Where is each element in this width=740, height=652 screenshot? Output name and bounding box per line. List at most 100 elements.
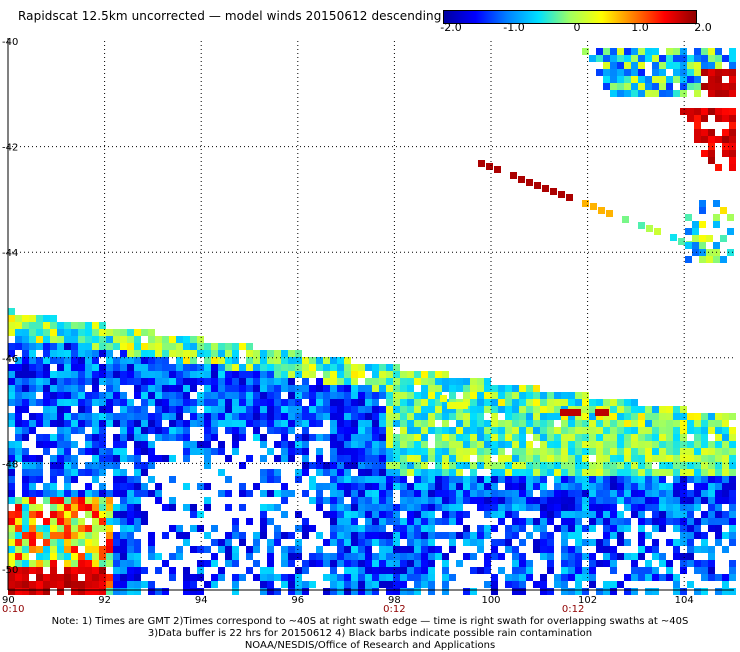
wind-cell — [64, 399, 71, 406]
wind-cell — [449, 462, 456, 469]
wind-cell — [176, 357, 183, 364]
wind-cell — [106, 574, 113, 581]
wind-cell — [386, 448, 393, 455]
wind-cell — [379, 490, 386, 497]
wind-cell — [99, 518, 106, 525]
wind-cell — [505, 525, 512, 532]
wind-cell — [722, 588, 729, 595]
wind-cell — [36, 560, 43, 567]
wind-cell — [729, 55, 736, 62]
wind-cell — [701, 546, 708, 553]
wind-cell — [505, 546, 512, 553]
wind-cell — [134, 483, 141, 490]
wind-cell — [85, 371, 92, 378]
wind-cell — [155, 455, 162, 462]
wind-cell — [351, 483, 358, 490]
wind-cell — [232, 343, 239, 350]
wind-cell — [99, 378, 106, 385]
wind-cell — [470, 497, 477, 504]
wind-cell — [190, 357, 197, 364]
wind-cell — [246, 378, 253, 385]
wind-cell — [561, 413, 568, 420]
wind-cell — [470, 399, 477, 406]
wind-cell — [120, 329, 127, 336]
wind-cell — [477, 448, 484, 455]
wind-cell — [50, 581, 57, 588]
wind-cell — [78, 567, 85, 574]
wind-cell — [407, 553, 414, 560]
wind-cell — [533, 504, 540, 511]
wind-cell — [365, 546, 372, 553]
wind-cell — [533, 546, 540, 553]
wind-cell — [428, 385, 435, 392]
wind-cell — [15, 392, 22, 399]
wind-cell — [337, 385, 344, 392]
wind-cell — [99, 511, 106, 518]
wind-cell — [428, 546, 435, 553]
wind-cell — [400, 518, 407, 525]
wind-cell — [379, 427, 386, 434]
wind-cell — [519, 574, 526, 581]
wind-cell — [344, 567, 351, 574]
wind-cell — [134, 371, 141, 378]
wind-cell — [596, 448, 603, 455]
wind-cell — [435, 385, 442, 392]
wind-cell — [659, 55, 666, 62]
wind-cell — [365, 518, 372, 525]
wind-cell — [449, 490, 456, 497]
wind-cell — [225, 455, 232, 462]
wind-cell — [106, 350, 113, 357]
wind-cell — [540, 574, 547, 581]
wind-cell — [176, 350, 183, 357]
wind-cell — [519, 455, 526, 462]
wind-cell — [407, 525, 414, 532]
wind-cell — [120, 483, 127, 490]
wind-cell — [708, 497, 715, 504]
wind-cell — [589, 441, 596, 448]
wind-cell — [575, 588, 582, 595]
wind-cell — [92, 567, 99, 574]
wind-cell — [393, 476, 400, 483]
wind-cell — [456, 532, 463, 539]
wind-cell — [211, 399, 218, 406]
wind-cell — [372, 581, 379, 588]
wind-cell — [57, 350, 64, 357]
wind-cell — [568, 497, 575, 504]
wind-cell — [617, 497, 624, 504]
wind-cell — [344, 371, 351, 378]
wind-cell — [708, 504, 715, 511]
wind-cell — [533, 399, 540, 406]
wind-cell — [400, 560, 407, 567]
wind-cell — [491, 441, 498, 448]
wind-cell — [50, 315, 57, 322]
wind-cell — [134, 504, 141, 511]
wind-cell — [680, 420, 687, 427]
wind-cell — [547, 504, 554, 511]
wind-cell — [169, 399, 176, 406]
wind-cell — [603, 511, 610, 518]
wind-cell — [505, 413, 512, 420]
wind-cell — [141, 385, 148, 392]
wind-cell — [99, 350, 106, 357]
wind-cell — [169, 392, 176, 399]
wind-cell — [92, 532, 99, 539]
wind-cell — [680, 76, 687, 83]
wind-cell — [505, 441, 512, 448]
wind-cell — [99, 546, 106, 553]
wind-cell — [477, 427, 484, 434]
wind-cell — [225, 399, 232, 406]
wind-cell — [568, 525, 575, 532]
wind-cell — [183, 581, 190, 588]
wind-cell — [645, 532, 652, 539]
wind-cell — [603, 448, 610, 455]
wind-cell — [379, 434, 386, 441]
wind-cell — [645, 490, 652, 497]
wind-cell — [575, 525, 582, 532]
wind-cell — [449, 427, 456, 434]
wind-cell — [92, 581, 99, 588]
wind-cell — [344, 434, 351, 441]
wind-cell — [652, 497, 659, 504]
wind-cell — [694, 48, 701, 55]
wind-cell — [706, 235, 713, 242]
wind-cell — [449, 406, 456, 413]
